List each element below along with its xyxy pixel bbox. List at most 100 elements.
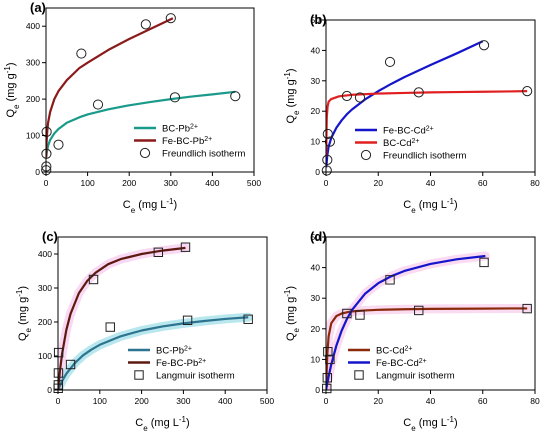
axis-subscript: e bbox=[411, 424, 416, 433]
legend-name: BC-Cd bbox=[383, 138, 412, 149]
y-axis-label: Qe (mg g-1) bbox=[15, 286, 33, 341]
data-point bbox=[140, 19, 151, 30]
axis-subscript: e bbox=[131, 206, 136, 215]
series-line bbox=[46, 17, 174, 158]
y-tick-label: 0 bbox=[315, 167, 320, 177]
legend-name: Fe-BC-Cd bbox=[383, 126, 426, 137]
legend-label: BC-Cd2+ bbox=[376, 345, 413, 357]
x-tick-label: 400 bbox=[218, 396, 232, 406]
axis-symbol: C bbox=[123, 199, 131, 211]
y-tick-label: 200 bbox=[26, 94, 40, 104]
x-tick-label: 100 bbox=[93, 396, 107, 406]
axis-exponent: -1 bbox=[15, 289, 24, 297]
series-line bbox=[326, 90, 528, 157]
axis-subscript: e bbox=[143, 424, 148, 433]
axis-exponent: -1 bbox=[179, 415, 187, 424]
x-tick-label: 300 bbox=[164, 178, 178, 188]
axis-exponent: -1 bbox=[3, 66, 12, 74]
y-tick-label: 40 bbox=[311, 45, 321, 55]
axis-close: ) bbox=[285, 69, 297, 73]
series-line bbox=[46, 90, 236, 158]
legend-marker bbox=[134, 370, 144, 380]
data-point bbox=[230, 91, 241, 102]
panel-label: (a) bbox=[30, 0, 46, 15]
data-point bbox=[322, 128, 333, 140]
data-point bbox=[354, 92, 366, 103]
x-tick-label: 200 bbox=[135, 396, 149, 406]
legend-label: Fe-BC-Cd2+ bbox=[376, 358, 427, 370]
data-point bbox=[322, 373, 333, 383]
panel-label: (d) bbox=[310, 229, 327, 244]
data-point bbox=[169, 92, 181, 103]
data-point bbox=[88, 274, 99, 285]
axis-symbol: Q bbox=[17, 332, 29, 341]
x-tick-label: 200 bbox=[122, 178, 136, 188]
y-tick-label: 30 bbox=[311, 293, 321, 303]
axis-close: ) bbox=[5, 63, 17, 67]
y-tick-label: 0 bbox=[315, 385, 320, 395]
panel-c: (c) 0 100 200 300 400 500 0 100 200 300 400 Ce (mg L… bbox=[15, 229, 275, 433]
x-tick-label: 20 bbox=[374, 178, 384, 188]
legend-label: BC-Cd2+ bbox=[383, 138, 420, 150]
axis-subscript: e bbox=[292, 327, 301, 332]
legend-label: Fe-BC-Cd2+ bbox=[383, 125, 434, 137]
y-tick-label: 0 bbox=[47, 385, 52, 395]
y-tick-label: 300 bbox=[38, 283, 52, 293]
data-point bbox=[76, 48, 87, 59]
panel-label: (b) bbox=[310, 12, 327, 27]
axis-unit: (mg g bbox=[5, 73, 17, 104]
axis-exponent: -1 bbox=[283, 289, 292, 297]
axis-close: ) bbox=[454, 417, 458, 429]
legend-name: BC-Pb bbox=[162, 124, 190, 135]
y-tick-label: 400 bbox=[26, 21, 40, 31]
axis-exponent: -1 bbox=[447, 197, 455, 206]
x-tick-label: 0 bbox=[44, 178, 49, 188]
legend-superscript: 2+ bbox=[412, 138, 420, 145]
axis-symbol: Q bbox=[285, 332, 297, 341]
data-point bbox=[479, 257, 489, 268]
data-point bbox=[322, 383, 332, 394]
data-point bbox=[182, 315, 193, 326]
axis-unit: (mg g bbox=[285, 297, 297, 328]
y-tick-label: 400 bbox=[38, 249, 52, 259]
legend-superscript: 2+ bbox=[426, 125, 434, 132]
x-tick-label: 60 bbox=[478, 396, 488, 406]
y-tick-label: 10 bbox=[311, 354, 321, 364]
x-tick-label: 0 bbox=[324, 178, 329, 188]
data-point bbox=[53, 139, 64, 150]
data-point bbox=[522, 86, 533, 97]
data-point bbox=[322, 154, 333, 165]
legend-superscript: 2+ bbox=[405, 345, 413, 352]
data-point bbox=[243, 314, 253, 324]
legend-superscript: 2+ bbox=[190, 123, 198, 130]
legend-label: Langmuir isotherm bbox=[156, 371, 235, 382]
x-axis-label: Ce (mg L-1) bbox=[135, 415, 189, 433]
x-tick-label: 60 bbox=[478, 178, 488, 188]
legend-name: BC-Cd bbox=[376, 346, 405, 357]
data-point bbox=[105, 322, 115, 332]
y-axis-label: Qe (mg g-1) bbox=[283, 69, 301, 124]
data-point bbox=[165, 13, 176, 24]
axis-subscript: e bbox=[12, 104, 21, 109]
y-tick-label: 20 bbox=[311, 106, 321, 116]
axis-unit: (mg L bbox=[135, 199, 166, 211]
plot-frame bbox=[57, 236, 268, 391]
data-point bbox=[342, 308, 352, 319]
y-tick-label: 300 bbox=[26, 58, 40, 68]
axis-symbol: Q bbox=[5, 109, 17, 118]
legend-label: Freundlich isotherm bbox=[162, 149, 246, 160]
x-tick-label: 300 bbox=[176, 396, 190, 406]
legend-name: BC-Pb bbox=[156, 346, 184, 357]
data-point bbox=[321, 165, 332, 176]
y-tick-label: 100 bbox=[38, 351, 52, 361]
y-axis-label: Qe (mg g-1) bbox=[3, 63, 21, 118]
axis-exponent: -1 bbox=[447, 415, 455, 424]
axis-close: ) bbox=[285, 286, 297, 290]
x-tick-label: 40 bbox=[426, 178, 436, 188]
x-tick-label: 100 bbox=[81, 178, 95, 188]
series-line bbox=[326, 254, 486, 390]
x-axis-label: Ce (mg L-1) bbox=[403, 415, 457, 433]
data-point bbox=[153, 247, 164, 258]
